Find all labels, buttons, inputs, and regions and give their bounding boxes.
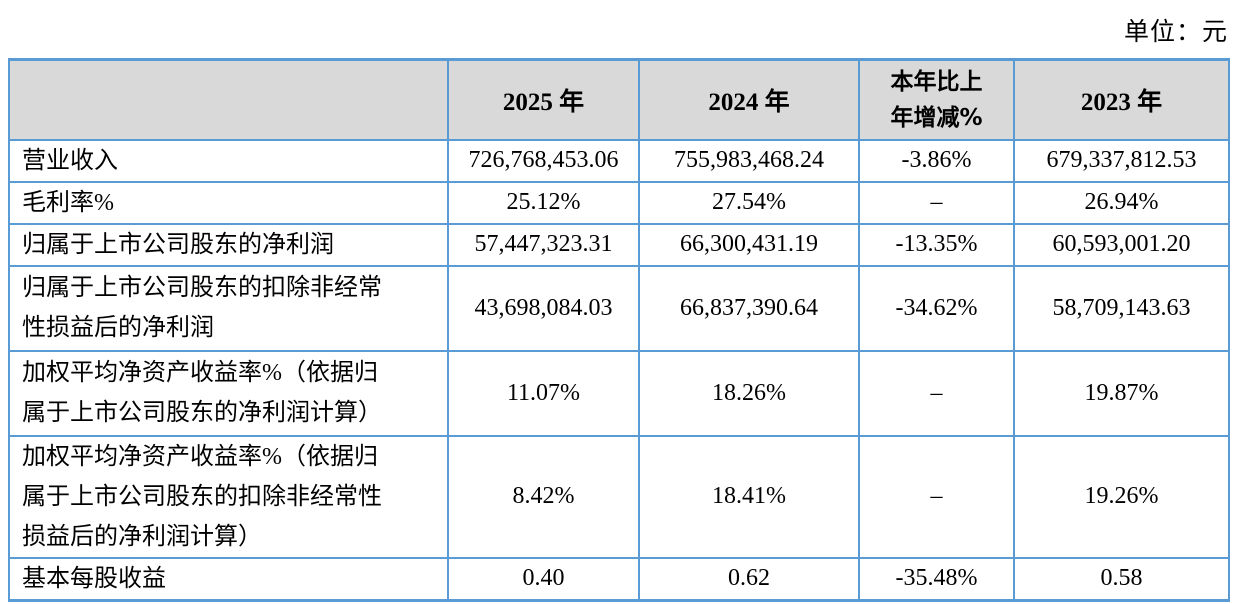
row-label: 加权平均净资产收益率%（依据归属于上市公司股东的扣除非经常性损益后的净利润计算） [8,434,449,559]
value-cell: -3.86% [858,138,1015,183]
value-cell: 18.41% [638,434,860,559]
column-header-label: 2024 年 [708,88,790,116]
value-cell: 726,768,453.06 [447,138,640,183]
table-row-5: 加权平均净资产收益率%（依据归属于上市公司股东的扣除非经常性损益后的净利润计算）… [8,434,1230,559]
table-body: 营业收入 726,768,453.06 755,983,468.24 -3.86% 67… [8,138,1230,601]
value-cell: 60,593,001.20 [1013,222,1230,267]
value-cell: 19.26% [1013,434,1230,559]
value-cell: 58,709,143.63 [1013,264,1230,352]
table-row-6: 基本每股收益 0.40 0.62 -35.48% 0.58 [8,556,1230,601]
row-label: 归属于上市公司股东的扣除非经常性损益后的净利润 [8,264,449,352]
value-cell: 0.58 [1013,556,1230,601]
table-row-2: 归属于上市公司股东的净利润 57,447,323.31 66,300,431.19-… [8,222,1230,267]
value-cell: 57,447,323.31 [447,222,640,267]
value-cell: 18.26% [638,349,860,437]
value-cell: 26.94% [1013,180,1230,225]
value-cell: – [858,349,1015,437]
table-row-0: 营业收入 726,768,453.06 755,983,468.24 -3.86% 67… [8,138,1230,183]
value-cell: 755,983,468.24 [638,138,860,183]
value-cell: 27.54% [638,180,860,225]
column-header-1: 2025 年 [447,58,640,141]
table-header: 2025 年 2024 年 本年比上年增减% 2023 年 [8,58,1230,141]
value-cell: -13.35% [858,222,1015,267]
value-cell: 0.40 [447,556,640,601]
row-label: 归属于上市公司股东的净利润 [8,222,449,267]
value-cell: 19.87% [1013,349,1230,437]
value-cell: 43,698,084.03 [447,264,640,352]
unit-label: 单位：元 [1123,19,1228,46]
table-row-4: 加权平均净资产收益率%（依据归属于上市公司股东的净利润计算） 11.07% 18.2… [8,349,1230,437]
column-header-2: 2024 年 [638,58,860,141]
column-header-label: 本年比上年增减% [890,68,983,131]
column-header-label: 2023 年 [1080,88,1163,116]
column-header-0 [8,58,449,141]
value-cell: 66,837,390.64 [638,264,860,352]
value-cell: 25.12% [447,180,640,225]
value-cell: -35.48% [858,556,1015,601]
value-cell: 11.07% [447,349,640,437]
row-label: 加权平均净资产收益率%（依据归属于上市公司股东的净利润计算） [8,349,449,437]
column-header-4: 2023 年 [1013,58,1230,141]
row-label: 营业收入 [8,138,449,183]
table-row-3: 归属于上市公司股东的扣除非经常性损益后的净利润 43,698,084.03 66,8… [8,264,1230,352]
value-cell: 8.42% [447,434,640,559]
value-cell: – [858,434,1015,559]
column-header-label: 2025 年 [502,88,585,116]
value-cell: 0.62 [638,556,860,601]
value-cell: -34.62% [858,264,1015,352]
value-cell: – [858,180,1015,225]
value-cell: 66,300,431.19 [638,222,860,267]
row-label: 毛利率% [8,180,449,225]
column-header-3: 本年比上年增减% [858,58,1015,141]
header-row: 2025 年 2024 年 本年比上年增减% 2023 年 [8,58,1230,141]
row-label: 基本每股收益 [8,556,449,601]
table-row-1: 毛利率% 25.12% 27.54% –26.94% [8,180,1230,225]
financial-summary-table: 2025 年 2024 年 本年比上年增减% 2023 年 营业收入 726,768,4… [8,58,1230,602]
value-cell: 679,337,812.53 [1013,138,1230,183]
